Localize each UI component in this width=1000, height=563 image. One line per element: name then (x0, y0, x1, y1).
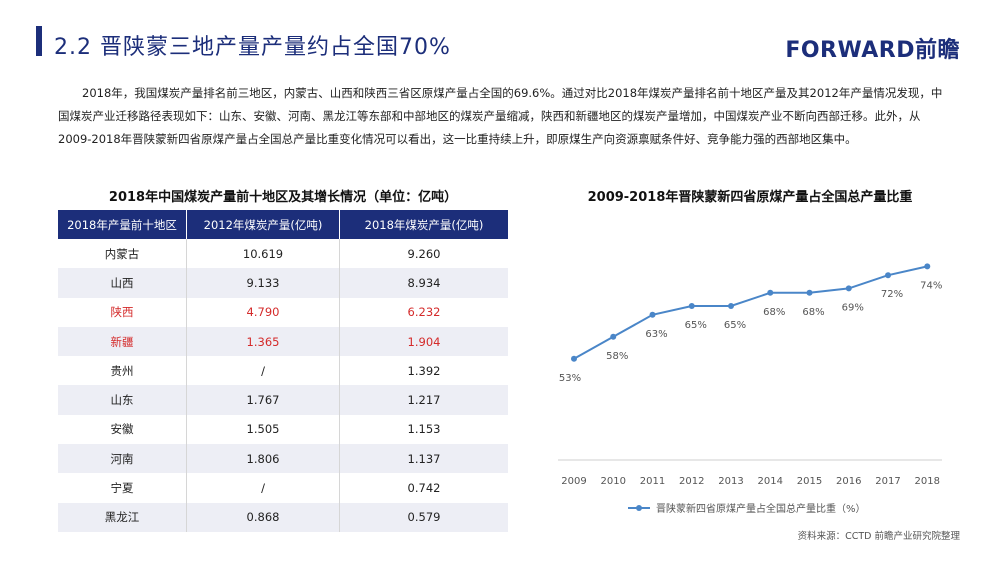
cell-2012: 10.619 (186, 239, 340, 269)
data-label: 58% (606, 351, 628, 362)
cell-2012: 1.806 (186, 444, 340, 474)
data-point (767, 289, 774, 296)
data-label: 68% (763, 307, 785, 318)
data-point (688, 303, 695, 309)
legend-marker (636, 505, 642, 511)
intro-paragraph: 2018年，我国煤炭产量排名前三地区，内蒙古、山西和陕西三省区原煤产量占全国的6… (58, 86, 943, 146)
table-title: 2018年中国煤炭产量前十地区及其增长情况（单位：亿吨） (108, 190, 458, 205)
x-tick-label: 2010 (601, 476, 626, 487)
source-note: 资料来源：CCTD 前瞻产业研究院整理 (797, 531, 960, 542)
table-row: 山西 9.133 8.934 (58, 268, 508, 298)
table-row: 陕西 4.790 6.232 (58, 297, 508, 327)
legend-label: 晋陕蒙新四省原煤产量占全国总产量比重（%） (656, 502, 866, 515)
page-title: 2.2 晋陕蒙三地产量产量约占全国70% (54, 35, 451, 60)
cell-region: 内蒙古 (58, 239, 187, 269)
cell-2018: 6.232 (407, 305, 441, 320)
cell-region: 新疆 (58, 326, 187, 357)
series-line (573, 265, 928, 360)
chart-title: 2009-2018年晋陕蒙新四省原煤产量占全国总产量比重 (587, 190, 913, 205)
data-point (806, 289, 813, 296)
column-header-2012: 2012年煤炭产量(亿吨) (186, 210, 340, 239)
cell-region: 陕西 (58, 297, 187, 327)
data-point (728, 303, 735, 309)
cell-region: 山西 (58, 268, 187, 298)
cell-2012: / (186, 356, 340, 386)
data-label: 74% (920, 280, 942, 291)
table-row: 内蒙古 10.619 9.260 (58, 239, 508, 269)
data-label: 72% (881, 289, 903, 300)
column-header-2018: 2018年煤炭产量(亿吨) (339, 210, 508, 239)
cell-2012: 9.133 (186, 268, 340, 298)
cell-region: 河南 (58, 444, 187, 474)
cell-2018: 1.392 (407, 363, 441, 378)
data-label: 65% (724, 320, 746, 331)
table-row: 河南 1.806 1.137 (58, 444, 508, 474)
cell-2018: 1.217 (339, 385, 508, 415)
cell-2018: 1.137 (339, 444, 508, 474)
cell-2012: 1.505 (186, 414, 340, 445)
data-point (845, 285, 852, 292)
data-point (649, 311, 656, 318)
x-tick-label: 2018 (915, 476, 940, 487)
cell-region: 山东 (58, 385, 187, 415)
cell-2018: 9.260 (407, 246, 441, 261)
cell-region: 安徽 (58, 414, 187, 445)
table-row: 安徽 1.505 1.153 (58, 414, 508, 445)
table-row: 宁夏/ 0.742 (58, 473, 508, 503)
table-row: 黑龙江 0.868 0.579 (58, 502, 508, 532)
cell-2012: 0.868 (186, 502, 340, 532)
table-header-row: 2018年产量前十地区 2012年煤炭产量(亿吨) 2018年煤炭产量(亿吨) (58, 210, 508, 239)
table-row: 山东 1.767 1.217 (58, 385, 508, 415)
x-tick-label: 2009 (561, 476, 586, 487)
cell-region: 贵州 (58, 356, 187, 386)
line-chart: 53% 2009 58% 2010 63% 2011 65% 2012 65% 2013 68% 20… (558, 263, 942, 515)
column-header-region: 2018年产量前十地区 (58, 210, 187, 239)
cell-2018: 1.904 (339, 326, 508, 357)
cell-region: 宁夏 (58, 473, 187, 503)
table-row: 贵州/ 1.392 (58, 356, 508, 386)
x-tick-label: 2013 (718, 476, 743, 487)
cell-2018: 8.934 (339, 268, 508, 298)
cell-2012: 1.365 (186, 326, 340, 357)
data-point (610, 333, 617, 340)
cell-2012: 4.790 (186, 297, 340, 327)
data-label: 69% (842, 302, 864, 313)
cell-2018: 1.153 (407, 422, 441, 437)
data-point (924, 263, 931, 270)
data-point (885, 272, 892, 279)
data-label: 63% (645, 329, 667, 340)
data-label: 68% (802, 307, 824, 318)
table-row: 新疆 1.365 1.904 (58, 326, 508, 357)
x-tick-label: 2017 (875, 476, 900, 487)
data-label: 53% (559, 373, 581, 384)
x-tick-label: 2015 (797, 476, 822, 487)
brand-logo: FORWARD前瞻 (785, 38, 960, 63)
cell-2018: 0.579 (339, 502, 508, 532)
x-tick-label: 2014 (758, 476, 783, 487)
data-point (571, 355, 577, 362)
x-tick-label: 2016 (836, 476, 861, 487)
cell-2018: 0.742 (407, 481, 441, 496)
x-tick-label: 2012 (679, 476, 704, 487)
cell-region: 黑龙江 (58, 502, 187, 532)
cell-2012: 1.767 (186, 385, 340, 415)
production-table: 2018年产量前十地区 2012年煤炭产量(亿吨) 2018年煤炭产量(亿吨) … (58, 210, 508, 532)
title-accent-bar (36, 26, 42, 56)
x-tick-label: 2011 (640, 476, 665, 487)
data-label: 65% (685, 320, 707, 331)
cell-2012: / (186, 473, 340, 503)
